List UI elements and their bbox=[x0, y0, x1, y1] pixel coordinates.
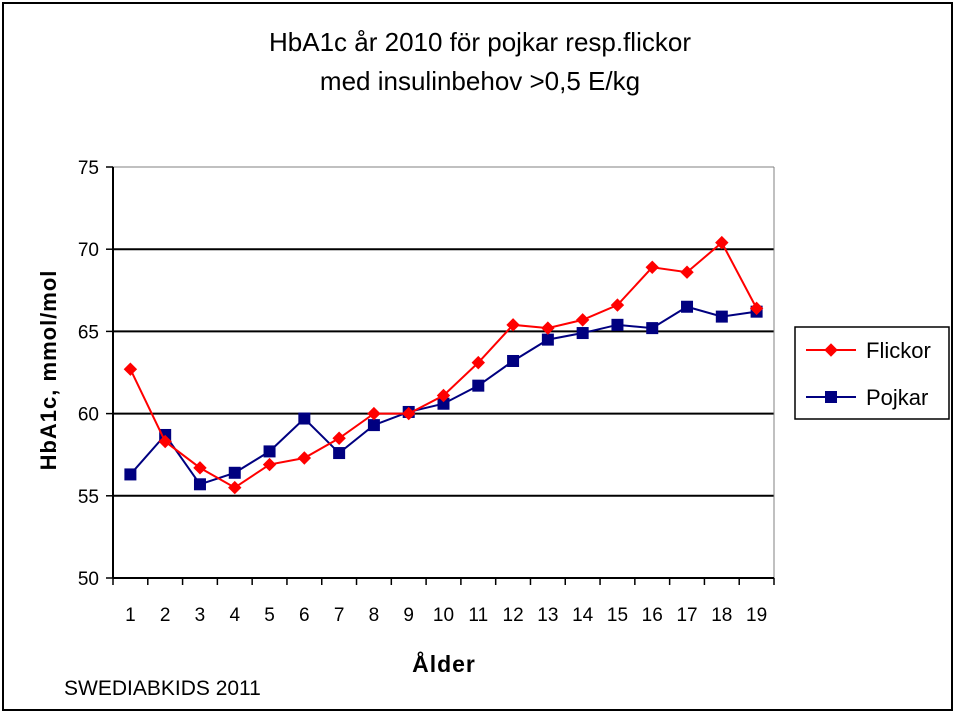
y-axis-label: HbA1c, mmol/mol bbox=[36, 270, 61, 471]
x-tick-label: 7 bbox=[334, 605, 345, 626]
axes bbox=[106, 166, 775, 585]
legend-marker bbox=[824, 343, 838, 357]
data-point bbox=[645, 260, 659, 274]
chart-title-line-2: med insulinbehov >0,5 E/kg bbox=[320, 66, 640, 96]
legend: Flickor Pojkar bbox=[794, 326, 950, 420]
data-point bbox=[681, 300, 694, 313]
x-tick-label: 12 bbox=[503, 605, 524, 626]
data-point bbox=[715, 235, 729, 250]
y-tick-label: 75 bbox=[78, 158, 99, 179]
data-point bbox=[749, 301, 764, 316]
y-tick-label: 50 bbox=[78, 569, 99, 590]
data-point bbox=[506, 318, 520, 332]
x-tick-label: 4 bbox=[229, 605, 240, 626]
data-point bbox=[124, 468, 137, 481]
x-tick-label: 16 bbox=[642, 605, 663, 626]
source-label: SWEDIABKIDS 2011 bbox=[64, 677, 261, 700]
series-flickor bbox=[123, 235, 764, 495]
x-axis-label: Ålder bbox=[412, 650, 476, 677]
legend-label: Flickor bbox=[866, 338, 931, 363]
data-point bbox=[298, 412, 311, 425]
data-point bbox=[541, 333, 554, 346]
y-tick-label: 55 bbox=[78, 487, 99, 508]
data-point bbox=[297, 451, 312, 465]
x-tick-labels: 1 2 3 4 5 6 7 8 9 10 11 12 13 14 15 16 17 18 19 bbox=[125, 605, 767, 626]
data-point bbox=[367, 419, 380, 432]
data-point bbox=[715, 310, 728, 323]
data-point bbox=[263, 445, 276, 458]
data-point bbox=[575, 313, 590, 327]
chart-title-line-1: HbA1c år 2010 för pojkar resp.flickor bbox=[269, 27, 691, 57]
data-point bbox=[471, 355, 485, 370]
legend-marker bbox=[825, 391, 837, 403]
x-tick-label: 10 bbox=[433, 605, 454, 626]
y-tick-label: 65 bbox=[78, 322, 99, 343]
series-line bbox=[129, 241, 758, 489]
gridlines bbox=[113, 248, 774, 497]
x-tick-label: 18 bbox=[711, 605, 732, 626]
data-point bbox=[610, 298, 625, 312]
data-point bbox=[193, 461, 207, 475]
data-point bbox=[472, 379, 485, 392]
data-point bbox=[367, 406, 381, 421]
data-point bbox=[541, 321, 555, 335]
x-tick-label: 2 bbox=[160, 605, 171, 626]
x-tick-label: 19 bbox=[746, 605, 767, 626]
data-point bbox=[158, 434, 172, 449]
data-point bbox=[333, 447, 346, 460]
x-tick-label: 9 bbox=[403, 605, 414, 626]
x-tick-label: 13 bbox=[537, 605, 558, 626]
x-tick-label: 5 bbox=[264, 605, 275, 626]
legend-box bbox=[794, 326, 950, 420]
x-tick-label: 1 bbox=[125, 605, 136, 626]
data-point bbox=[576, 327, 589, 340]
series-group bbox=[123, 235, 764, 495]
data-point bbox=[646, 322, 659, 335]
x-tick-label: 14 bbox=[572, 605, 594, 626]
x-tick-label: 11 bbox=[468, 605, 488, 626]
data-point bbox=[680, 265, 694, 279]
data-point bbox=[611, 318, 624, 331]
legend-label: Pojkar bbox=[866, 385, 928, 410]
data-point bbox=[262, 457, 277, 472]
x-tick-label: 15 bbox=[607, 605, 628, 626]
y-tick-label: 60 bbox=[78, 405, 99, 426]
x-tick-label: 6 bbox=[299, 605, 310, 626]
y-tick-labels: 50 55 60 65 70 75 bbox=[78, 158, 99, 590]
data-point bbox=[507, 354, 520, 367]
x-tick-label: 3 bbox=[195, 605, 206, 626]
data-point bbox=[228, 480, 242, 495]
y-tick-label: 70 bbox=[78, 240, 99, 261]
data-point bbox=[332, 431, 346, 445]
data-point bbox=[436, 388, 451, 403]
data-point bbox=[402, 406, 416, 421]
x-tick-label: 17 bbox=[676, 605, 697, 626]
data-point bbox=[228, 466, 241, 479]
data-point bbox=[123, 362, 138, 376]
data-point bbox=[193, 478, 206, 491]
x-tick-label: 8 bbox=[369, 605, 380, 626]
